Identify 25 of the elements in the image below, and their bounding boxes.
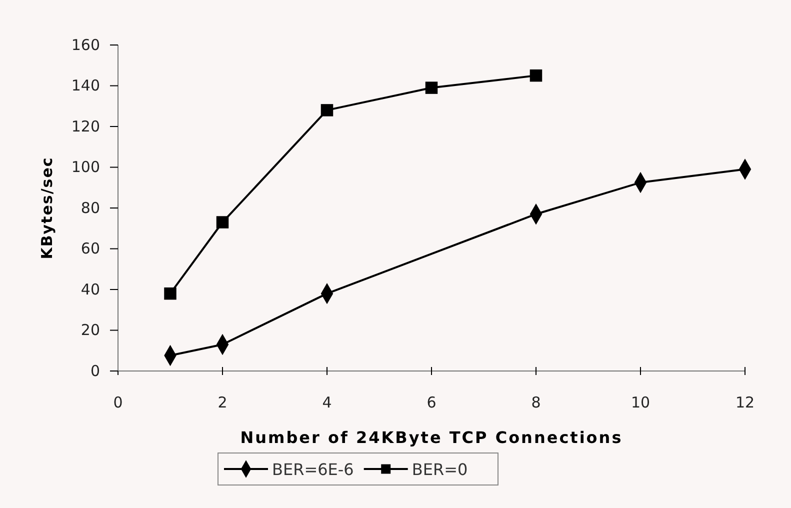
y-tick-label: 0: [90, 362, 100, 380]
x-tick-label: 4: [322, 394, 332, 412]
legend-label: BER=6E-6: [272, 460, 354, 479]
point: [320, 104, 334, 116]
x-tick-label: 10: [630, 394, 650, 412]
point: [530, 69, 542, 82]
y-tick-label: 100: [71, 158, 100, 176]
y-tick-label: 20: [80, 321, 100, 340]
x-tick-label: 0: [113, 394, 123, 412]
y-tick-label: 40: [80, 280, 100, 298]
x-tick-label: 12: [735, 394, 755, 412]
point: [216, 216, 229, 228]
x-tick-label: 8: [531, 394, 541, 412]
x-tick-label: 2: [218, 394, 228, 412]
y-tick-label: 80: [80, 198, 100, 217]
y-tick-label: 140: [71, 76, 100, 95]
legend-label: BER=0: [412, 460, 468, 479]
point: [425, 82, 438, 94]
y-tick-label: 160: [71, 36, 100, 54]
y-tick-label: 120: [71, 117, 100, 136]
point: [164, 287, 176, 300]
x-axis-title: Number of 24KByte TCP Connections: [240, 428, 623, 447]
x-tick-label: 6: [426, 394, 436, 412]
y-tick-label: 60: [80, 240, 100, 258]
y-axis-title: KBytes/sec: [38, 156, 56, 260]
